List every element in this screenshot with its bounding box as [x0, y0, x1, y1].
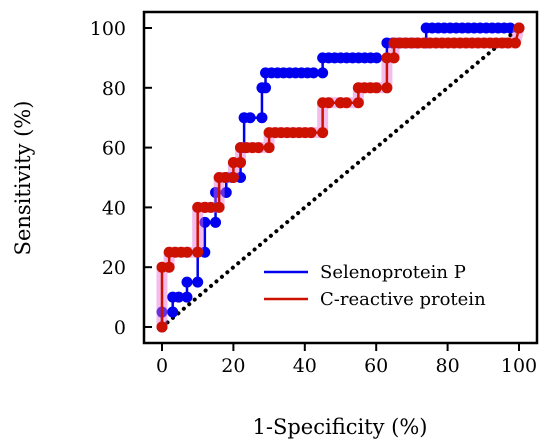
data-point — [256, 112, 268, 124]
data-point — [253, 142, 265, 154]
y-axis-tick-labels: 0 20 40 60 80 100 — [90, 18, 126, 339]
data-point — [163, 261, 175, 273]
reference-diagonal-line — [160, 26, 521, 329]
y-axis-title: Sensitivity (%) — [11, 101, 35, 256]
data-point — [220, 186, 232, 198]
data-point — [305, 127, 317, 139]
data-point — [317, 67, 329, 79]
data-point — [192, 276, 204, 288]
data-point — [381, 82, 393, 94]
data-point — [504, 22, 516, 34]
legend-label-selenoprotein-p: Selenoprotein P — [320, 262, 466, 283]
y-axis-ticks — [144, 27, 152, 328]
data-point — [173, 291, 185, 303]
x-tick-label: 80 — [436, 355, 460, 377]
y-tick-label: 80 — [102, 78, 126, 100]
data-point — [308, 67, 320, 79]
data-point — [317, 127, 329, 139]
data-point — [371, 52, 383, 64]
x-axis-title: 1-Specificity (%) — [253, 415, 428, 439]
y-tick-label: 0 — [114, 317, 126, 339]
x-axis-tick-labels: 0 20 40 60 80 100 — [156, 355, 537, 377]
legend-label-c-reactive-protein: C-reactive protein — [320, 289, 486, 310]
legend: Selenoprotein P C-reactive protein — [264, 262, 486, 310]
x-tick-label: 40 — [293, 355, 317, 377]
data-point — [210, 216, 222, 228]
x-tick-label: 100 — [501, 355, 537, 377]
data-point — [181, 276, 193, 288]
y-tick-label: 40 — [102, 197, 126, 219]
data-point — [235, 157, 247, 169]
x-tick-label: 0 — [156, 355, 168, 377]
data-point — [181, 291, 193, 303]
data-point — [205, 201, 217, 213]
data-point — [513, 22, 525, 34]
data-point — [263, 142, 275, 154]
data-point — [352, 97, 364, 109]
data-point — [388, 52, 400, 64]
x-tick-label: 60 — [364, 355, 388, 377]
series-c-reactive-protein — [156, 22, 525, 333]
y-tick-label: 20 — [102, 257, 126, 279]
data-point — [167, 306, 179, 318]
plot-frame — [142, 10, 539, 345]
series-layer — [156, 22, 525, 333]
x-tick-label: 20 — [221, 355, 245, 377]
data-point — [156, 321, 168, 333]
data-point — [227, 172, 239, 183]
data-point — [509, 37, 521, 49]
y-tick-label: 100 — [90, 18, 126, 40]
data-point — [323, 97, 335, 109]
data-point — [213, 201, 225, 213]
data-point — [181, 246, 193, 258]
data-point — [192, 246, 204, 258]
x-axis-ticks — [161, 343, 520, 351]
y-tick-label: 60 — [102, 138, 126, 160]
data-point — [199, 216, 211, 228]
data-point — [260, 82, 272, 94]
data-point — [370, 82, 382, 94]
data-point — [341, 97, 352, 109]
data-point — [219, 172, 231, 183]
data-point — [244, 112, 256, 124]
